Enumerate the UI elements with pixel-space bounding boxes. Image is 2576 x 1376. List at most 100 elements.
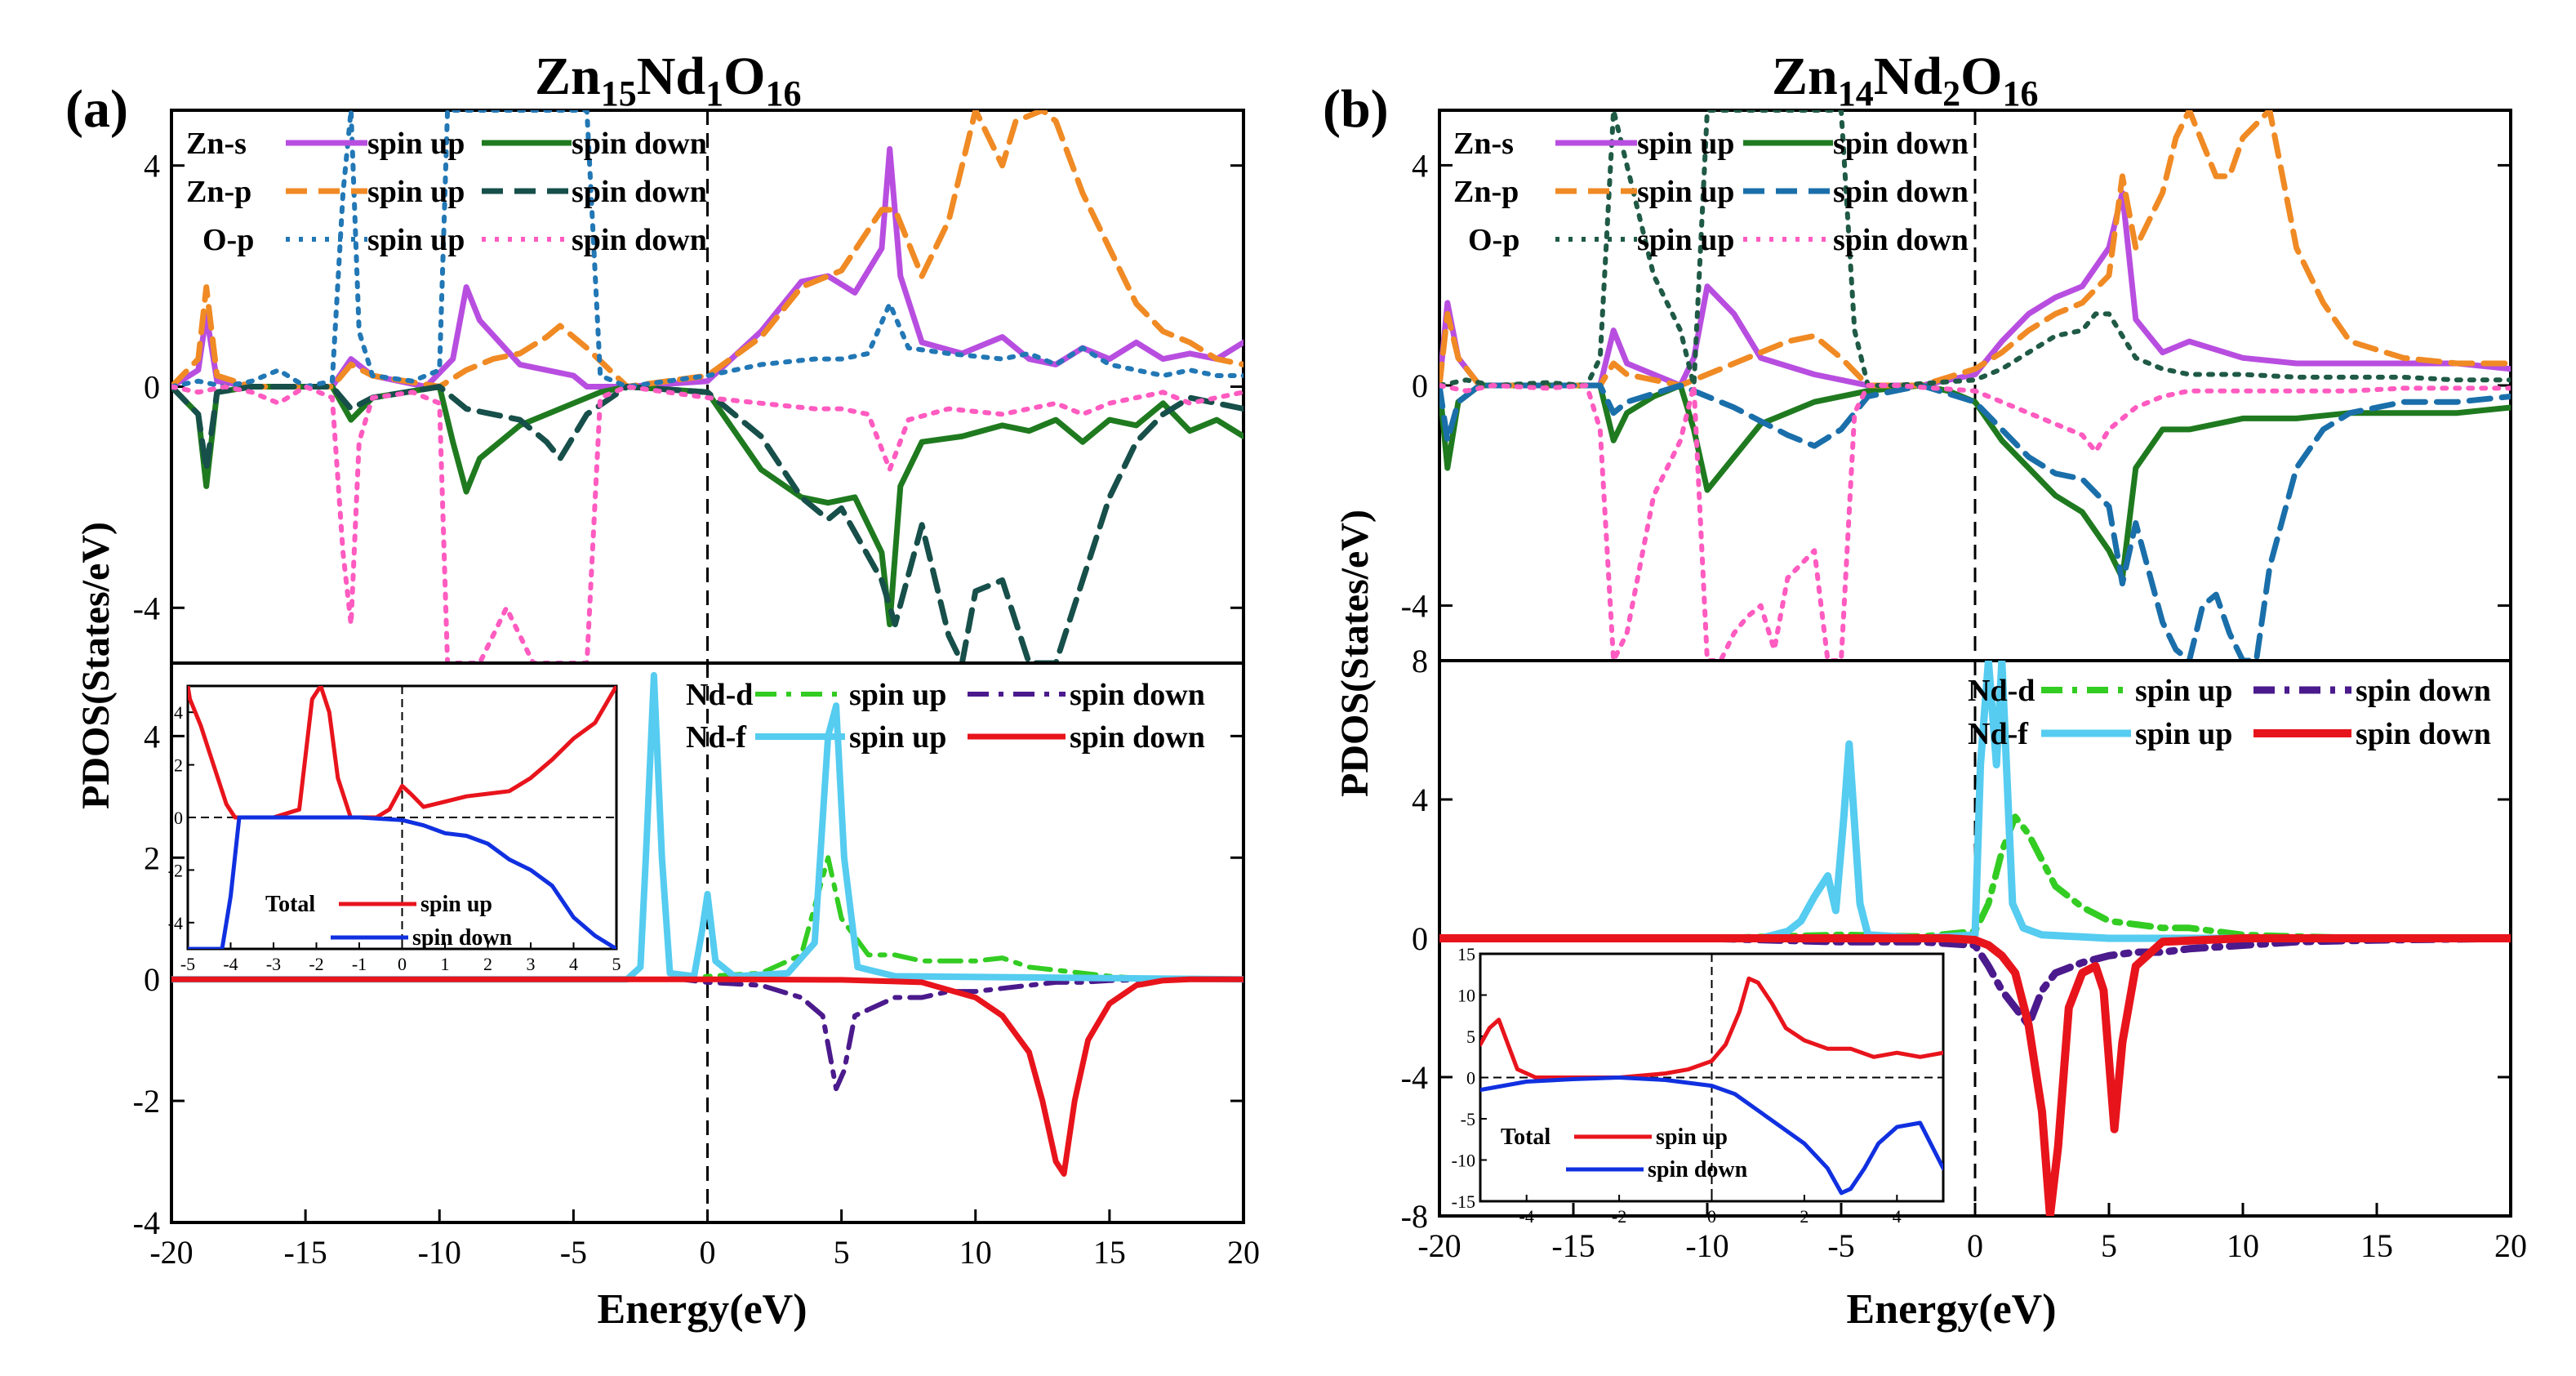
y-tick-label: -4 — [1401, 1059, 1428, 1096]
x-tick-label: 15 — [2360, 1227, 2393, 1264]
inset-series-total-spin-up — [1480, 976, 1943, 1080]
inset-x-tick-label: -4 — [1519, 1206, 1534, 1227]
legend-up-label: spin up — [367, 127, 465, 161]
y-tick-label: 4 — [1412, 782, 1428, 818]
legend-down-label: spin down — [572, 175, 707, 209]
inset-x-tick-label: -2 — [309, 954, 323, 974]
xlabel-a: Energy(eV) — [597, 1286, 807, 1333]
panel-label-a: (a) — [65, 79, 128, 139]
title-b-part: Zn — [1772, 47, 1838, 106]
x-tick-label: -20 — [149, 1234, 193, 1271]
legend-up-label: spin up — [2135, 717, 2232, 751]
legend-label: Zn-p — [1453, 175, 1519, 209]
inset-x-tick-label: -5 — [180, 954, 195, 974]
series-o-p-spin-up — [1439, 110, 2511, 388]
inset-x-tick-label: -3 — [266, 954, 281, 974]
inset-legend-up-label: spin up — [420, 892, 492, 917]
inset-x-tick-label: 0 — [398, 954, 407, 974]
x-tick-label: 20 — [1227, 1234, 1260, 1271]
inset-x-tick-label: 3 — [527, 954, 536, 974]
inset-y-tick-label: 4 — [174, 702, 183, 723]
inset-legend-label: Total — [265, 892, 315, 917]
legend-label: O-p — [1468, 223, 1519, 257]
x-tick-label: -10 — [1685, 1227, 1728, 1264]
inset-legend-up-label: spin up — [1656, 1124, 1728, 1150]
series-zn-p-spin-up — [171, 110, 1244, 390]
panel-title-a: Zn15Nd1O16 — [535, 47, 801, 114]
series-zn-p-spin-up — [1439, 110, 2511, 389]
y-tick-label: -2 — [133, 1083, 160, 1120]
y-tick-label: 0 — [144, 369, 160, 406]
inset-y-tick-label: 15 — [1457, 944, 1475, 964]
y-tick-label: 4 — [144, 148, 160, 185]
legend-label: Zn-s — [1453, 127, 1514, 161]
y-tick-label: 0 — [144, 961, 160, 998]
title-b-part: 14 — [1838, 73, 1874, 114]
legend-label: Zn-p — [186, 175, 251, 209]
x-tick-label: 5 — [834, 1234, 850, 1271]
ylabel-b: PDOS(States/eV) — [1333, 510, 1377, 797]
inset-y-tick-label: 10 — [1457, 986, 1475, 1006]
inset-legend-down-label: spin down — [1648, 1157, 1748, 1182]
inset-x-tick-label: 4 — [569, 954, 578, 974]
inset-y-tick-label: -5 — [1461, 1109, 1475, 1129]
title-b-part: Nd — [1874, 47, 1942, 106]
title-b-part: O — [1960, 47, 2002, 106]
inset-x-tick-label: 5 — [612, 954, 621, 974]
y-tick-label: 0 — [1412, 920, 1428, 957]
legend-down-label: spin down — [572, 223, 707, 257]
xlabel-b: Energy(eV) — [1846, 1286, 2056, 1333]
inset-x-tick-label: -4 — [223, 954, 238, 974]
inset-x-tick-label: 0 — [1707, 1206, 1716, 1227]
inset-y-tick-label: -4 — [168, 913, 183, 933]
plot-area: 4 0 -4 Zn-s spin up spin down Zn-p spin up spin … — [133, 109, 2527, 1271]
series-nd-d-spin-down — [171, 977, 1244, 1092]
title-a-part: 15 — [601, 73, 637, 114]
inset-y-tick-label: 0 — [1466, 1068, 1475, 1089]
inset-x-tick-label: 2 — [1800, 1206, 1809, 1227]
legend-label: Nd-d — [1968, 674, 2035, 708]
series-nd-f-spin-down — [171, 976, 1244, 1177]
x-tick-label: -15 — [283, 1234, 327, 1271]
y-tick-label: 4 — [144, 718, 160, 755]
legend-label: Nd-d — [686, 678, 753, 712]
y-tick-label: 0 — [1412, 367, 1428, 404]
series-o-p-spin-up — [171, 110, 1244, 390]
series-zn-p-spin-down — [1439, 382, 2511, 661]
title-a-part: Nd — [637, 47, 705, 106]
legend-up-label: spin up — [849, 678, 946, 712]
x-tick-label: 10 — [2227, 1227, 2259, 1264]
inset-y-tick-label: 0 — [174, 808, 183, 828]
y-tick-label: -4 — [133, 590, 160, 626]
legend-down-label: spin down — [2356, 674, 2491, 708]
title-a-part: 16 — [765, 73, 801, 114]
legend-down-label: spin down — [1070, 678, 1205, 712]
legend-down-label: spin down — [1833, 223, 1969, 257]
inset-y-tick-label: -15 — [1452, 1191, 1475, 1212]
inset-series-total-spin-down — [188, 815, 616, 949]
series-o-p-spin-down — [171, 384, 1244, 663]
series-zn-p-spin-down — [171, 384, 1244, 663]
x-tick-label: 5 — [2101, 1227, 2117, 1264]
y-tick-label: 4 — [1412, 147, 1428, 184]
x-tick-label: 10 — [959, 1234, 992, 1271]
legend-up-label: spin up — [1637, 175, 1734, 209]
legend-label: O-p — [202, 223, 254, 257]
x-tick-label: -5 — [560, 1234, 587, 1271]
title-b-part: 2 — [1942, 73, 1960, 114]
legend-up-label: spin up — [367, 223, 465, 257]
title-a-part: Zn — [535, 47, 601, 106]
inset-x-tick-label: 4 — [1893, 1206, 1902, 1227]
inset-x-tick-label: -2 — [1612, 1206, 1626, 1227]
legend-up-label: spin up — [2135, 674, 2232, 708]
x-tick-label: -10 — [418, 1234, 461, 1271]
y-tick-label: -4 — [133, 1205, 160, 1241]
panel-title-b: Zn14Nd2O16 — [1772, 47, 2038, 114]
inset-y-tick-label: -10 — [1452, 1151, 1475, 1171]
title-a-part: 1 — [705, 73, 723, 114]
series-nd-f-spin-down — [1439, 934, 2511, 1216]
inset-legend-down-label: spin down — [412, 925, 513, 951]
legend-up-label: spin up — [1637, 223, 1734, 257]
inset-y-tick-label: 2 — [174, 755, 183, 776]
inset-y-tick-label: 5 — [1466, 1026, 1475, 1047]
